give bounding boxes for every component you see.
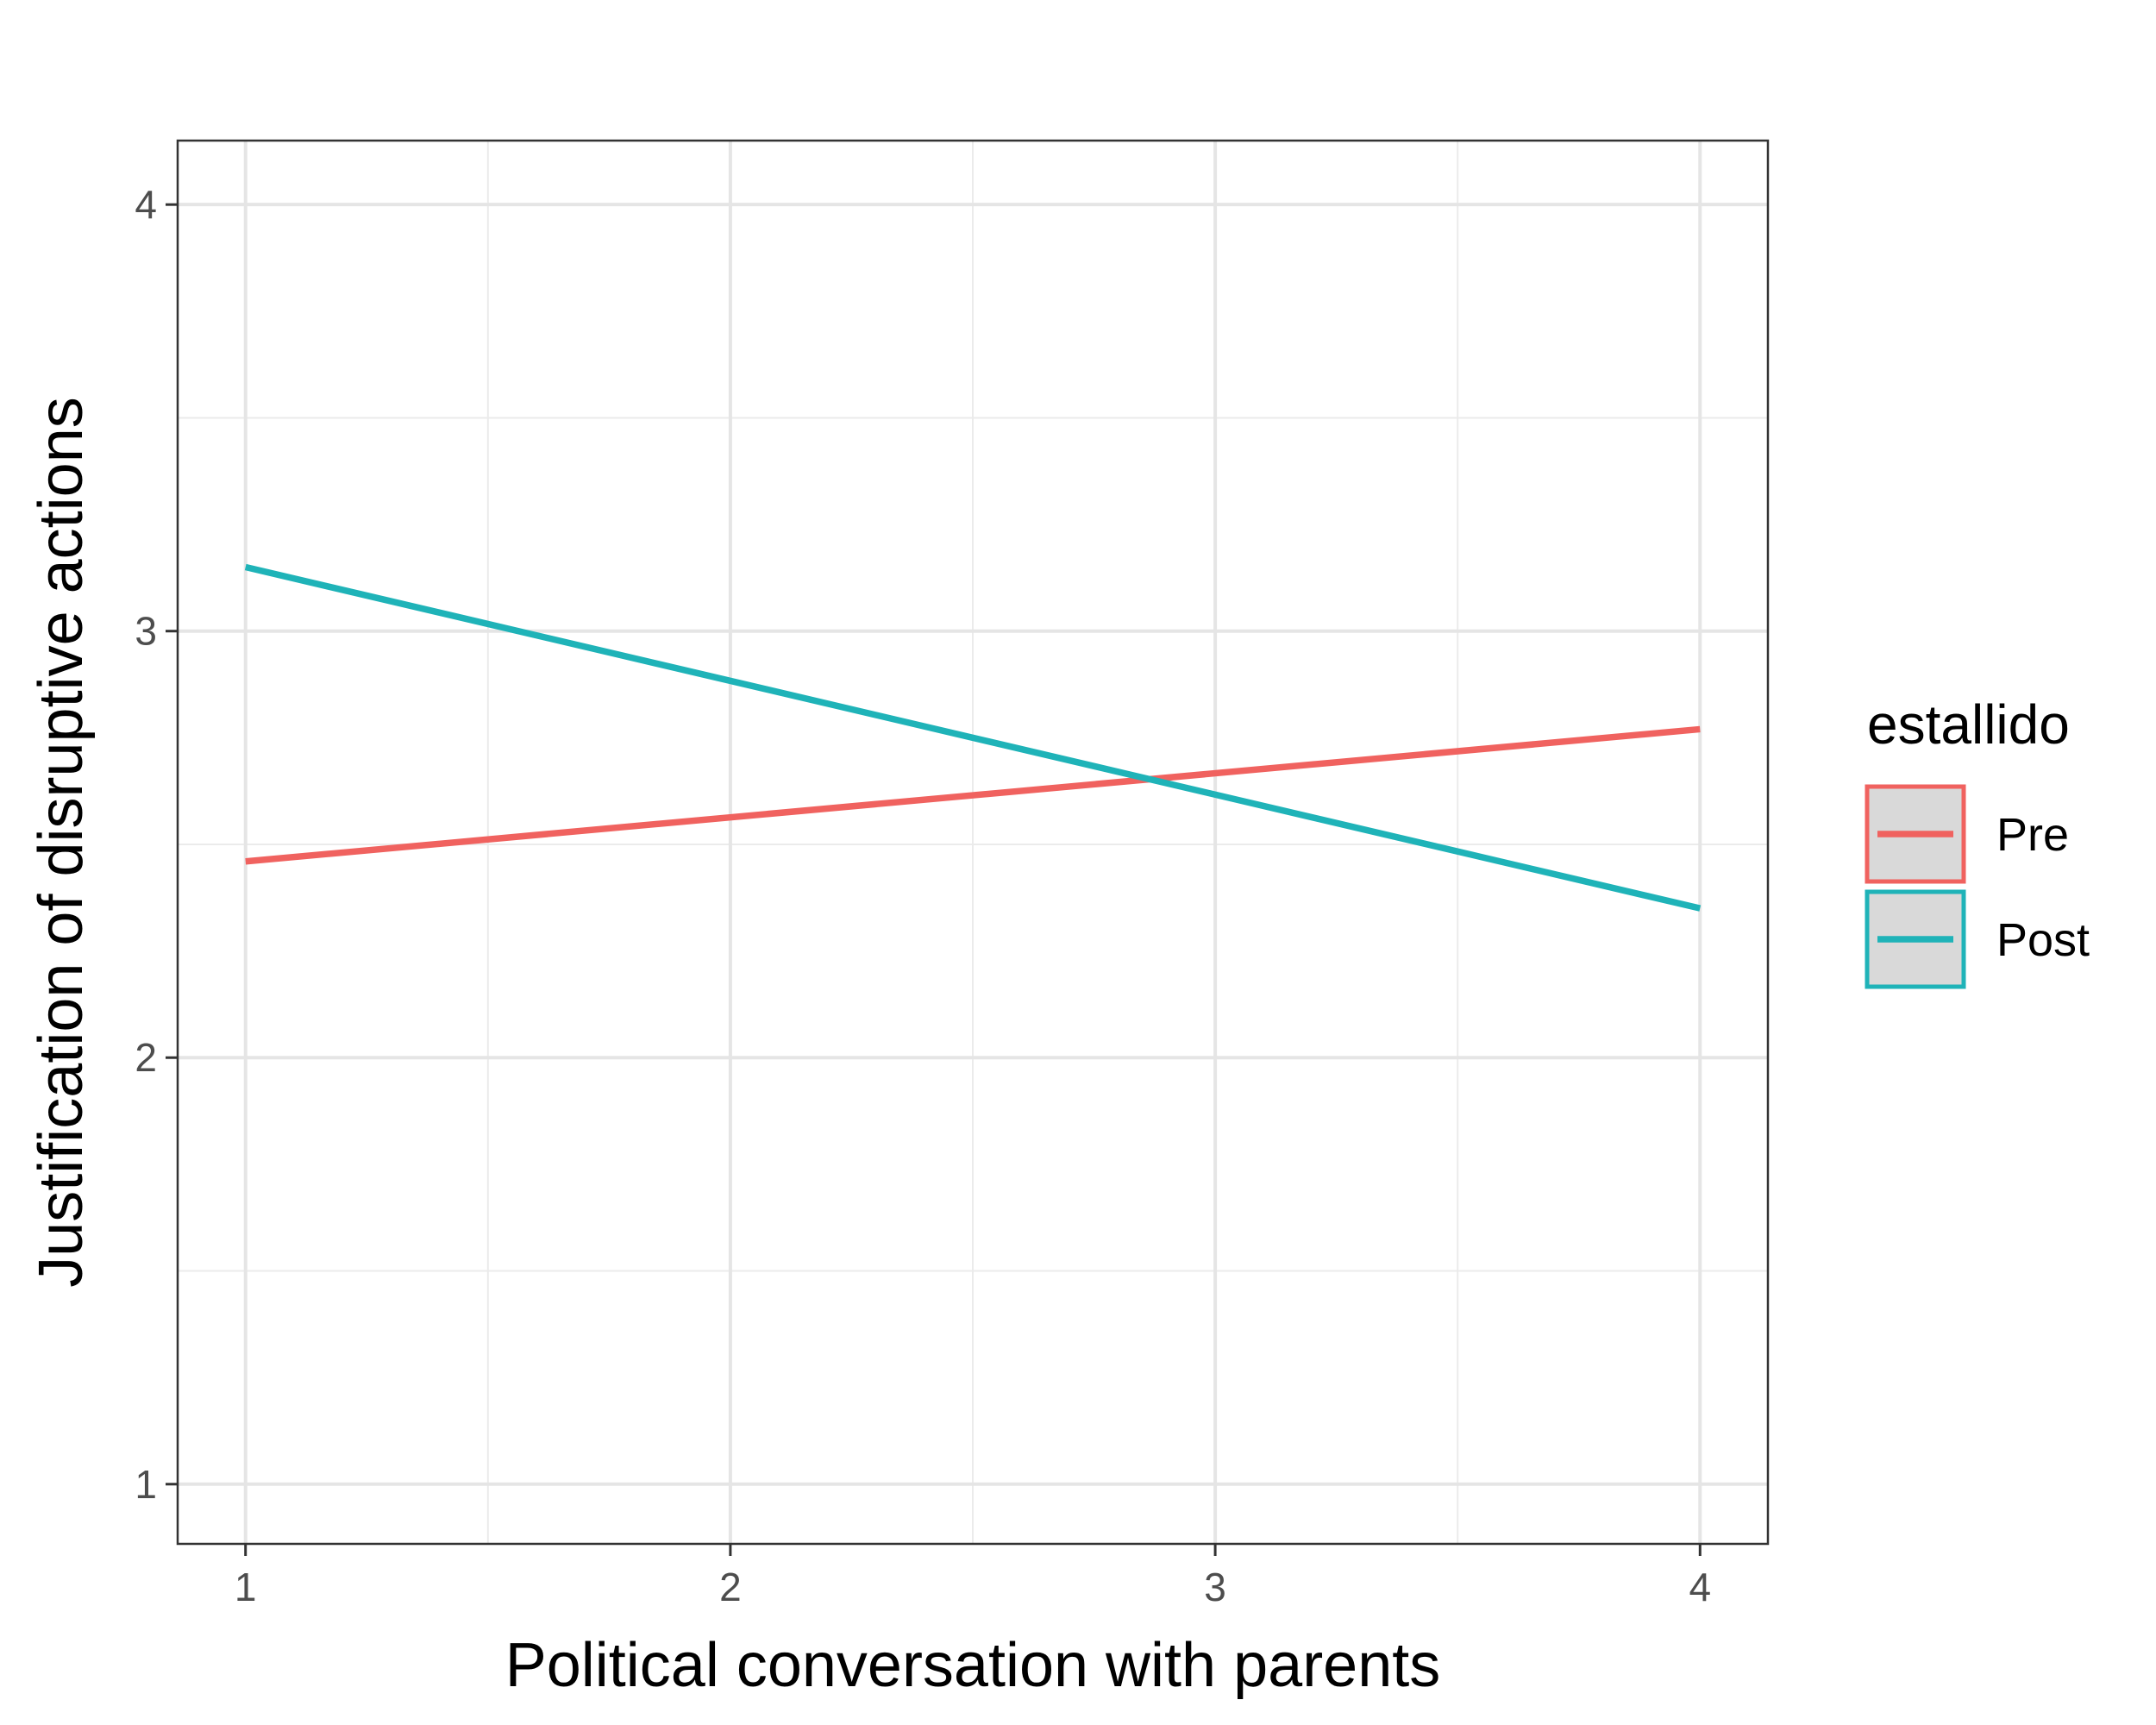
y-axis: 1 2 3 4 <box>135 182 178 1507</box>
y-tick-label: 2 <box>135 1035 157 1080</box>
legend-label: Pre <box>1996 809 2069 861</box>
major-gridlines <box>178 141 1768 1544</box>
x-tick-label: 2 <box>719 1565 742 1609</box>
x-tick-label: 1 <box>235 1565 257 1609</box>
y-tick-label: 4 <box>135 182 157 227</box>
minor-gridlines <box>178 141 1768 1544</box>
legend: estallido Pre Post <box>1865 693 2090 989</box>
legend-item-post: Post <box>1865 889 2090 989</box>
y-axis-title: Justification of disruptive actions <box>27 397 96 1288</box>
series-line-pre <box>245 725 1701 865</box>
y-tick-label: 3 <box>135 609 157 654</box>
x-tick-label: 3 <box>1204 1565 1226 1609</box>
legend-title: estallido <box>1867 693 2070 756</box>
legend-label: Post <box>1996 914 2090 966</box>
series-lines <box>244 563 1702 912</box>
x-axis-title: Political conversation with parents <box>505 1631 1441 1700</box>
legend-item-pre: Pre <box>1865 784 2069 884</box>
x-tick-label: 4 <box>1689 1565 1711 1609</box>
x-axis: 1 2 3 4 <box>235 1544 1711 1609</box>
panel-border <box>176 139 1770 1546</box>
series-line-post <box>244 563 1702 912</box>
y-tick-label: 1 <box>135 1462 157 1507</box>
